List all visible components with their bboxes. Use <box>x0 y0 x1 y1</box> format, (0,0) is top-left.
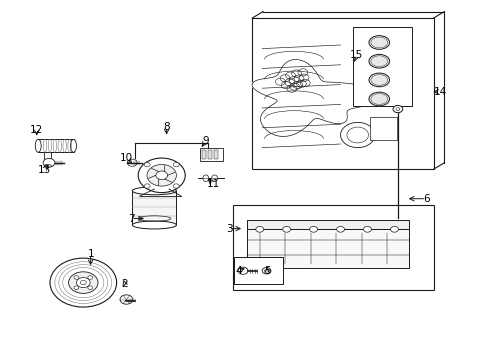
Circle shape <box>337 226 344 232</box>
Bar <box>214 150 218 159</box>
Ellipse shape <box>35 139 41 152</box>
Text: 13: 13 <box>37 165 51 175</box>
Bar <box>233 205 434 290</box>
Text: 2: 2 <box>122 279 128 289</box>
Ellipse shape <box>71 139 76 152</box>
Text: 7: 7 <box>128 213 135 224</box>
Ellipse shape <box>369 36 390 49</box>
Circle shape <box>144 184 150 188</box>
Circle shape <box>364 226 371 232</box>
Circle shape <box>88 276 93 279</box>
Circle shape <box>127 159 137 166</box>
Circle shape <box>120 295 133 304</box>
Circle shape <box>173 184 179 188</box>
Bar <box>38 139 74 152</box>
Text: 5: 5 <box>264 266 270 276</box>
Circle shape <box>88 286 93 289</box>
Circle shape <box>238 267 248 274</box>
Circle shape <box>156 171 168 180</box>
Text: 10: 10 <box>120 153 133 163</box>
Ellipse shape <box>132 187 176 195</box>
Ellipse shape <box>212 175 218 181</box>
Bar <box>353 27 412 106</box>
Circle shape <box>74 286 79 289</box>
Ellipse shape <box>369 92 390 106</box>
Circle shape <box>80 280 86 285</box>
Text: 11: 11 <box>206 179 220 189</box>
Text: 3: 3 <box>226 224 233 234</box>
Bar <box>202 150 206 159</box>
Text: 14: 14 <box>433 87 447 97</box>
Polygon shape <box>247 220 409 229</box>
Circle shape <box>144 162 150 167</box>
Circle shape <box>74 276 79 279</box>
Circle shape <box>50 258 117 307</box>
Ellipse shape <box>369 54 390 68</box>
Polygon shape <box>247 229 409 268</box>
Circle shape <box>391 226 398 232</box>
Circle shape <box>393 105 403 113</box>
Circle shape <box>69 272 98 293</box>
Circle shape <box>43 158 55 167</box>
Circle shape <box>283 226 291 232</box>
Ellipse shape <box>132 221 176 229</box>
Text: 15: 15 <box>350 50 364 60</box>
Circle shape <box>76 278 90 288</box>
Circle shape <box>310 226 318 232</box>
Text: 12: 12 <box>30 125 44 135</box>
Text: 4: 4 <box>236 266 243 276</box>
Bar <box>208 150 212 159</box>
Polygon shape <box>252 59 384 136</box>
Circle shape <box>256 226 264 232</box>
Bar <box>132 191 176 225</box>
Bar <box>234 257 283 284</box>
Text: 8: 8 <box>163 122 170 132</box>
Ellipse shape <box>203 175 209 181</box>
Circle shape <box>147 165 176 186</box>
Bar <box>252 18 434 169</box>
Bar <box>200 148 223 161</box>
Circle shape <box>138 158 185 193</box>
Ellipse shape <box>369 73 390 87</box>
Text: 1: 1 <box>87 249 94 259</box>
Text: 6: 6 <box>423 194 430 204</box>
Circle shape <box>173 162 179 167</box>
Bar <box>370 117 397 140</box>
Ellipse shape <box>44 165 51 167</box>
Text: 9: 9 <box>202 136 209 146</box>
Circle shape <box>262 267 271 274</box>
